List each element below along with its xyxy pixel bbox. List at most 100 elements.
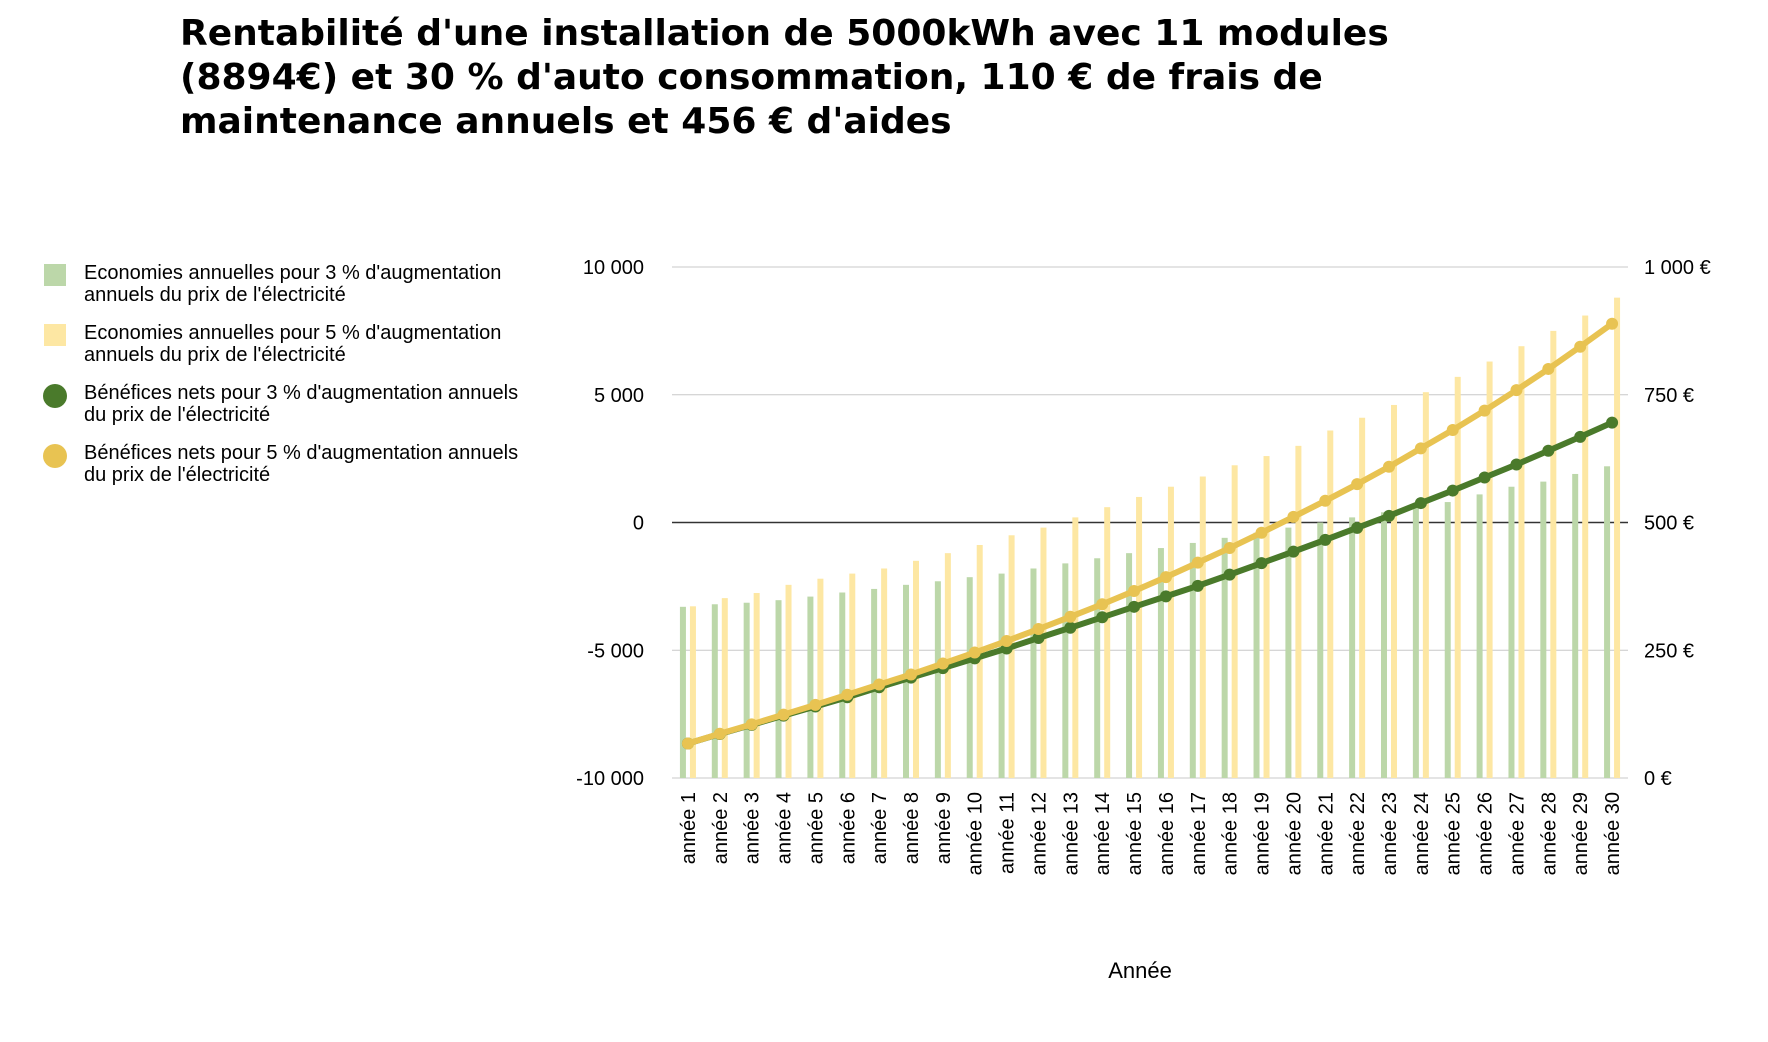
- bar: [1062, 563, 1069, 778]
- data-point: [1510, 384, 1523, 397]
- y-right-tick-label: 750 €: [1644, 385, 1694, 407]
- bar: [775, 600, 782, 778]
- x-tick-label: année 10: [965, 792, 987, 875]
- legend-label-profit-5pct: Bénéfices nets pour 5 % d'augmentation a…: [84, 442, 519, 486]
- legend-label-savings-3pct: Economies annuelles pour 3 % d'augmentat…: [84, 262, 502, 306]
- data-point: [1159, 590, 1172, 603]
- bar: [1295, 445, 1302, 778]
- x-tick-label: année 20: [1283, 792, 1305, 875]
- data-point: [1542, 362, 1555, 375]
- x-tick-label: année 24: [1411, 792, 1433, 875]
- x-tick-label: année 17: [1188, 792, 1210, 875]
- data-point: [841, 688, 854, 701]
- bar: [913, 560, 919, 778]
- data-point: [1478, 404, 1491, 417]
- bar: [1550, 330, 1557, 778]
- data-point: [1574, 430, 1587, 443]
- legend-swatch-savings-3pct: [44, 264, 66, 286]
- bar: [1391, 404, 1397, 778]
- data-point: [745, 718, 758, 731]
- bar: [1157, 548, 1164, 778]
- data-point: [1510, 458, 1523, 471]
- data-point: [1128, 584, 1141, 597]
- data-point: [1287, 545, 1300, 558]
- bar: [998, 573, 1005, 778]
- data-point: [777, 708, 790, 721]
- x-tick-label: année 11: [997, 792, 1019, 874]
- bar: [1444, 502, 1451, 778]
- x-tick-label: année 5: [805, 792, 827, 864]
- bar: [1167, 486, 1174, 778]
- data-point: [1223, 542, 1236, 555]
- bar: [753, 593, 760, 778]
- x-tick-label: année 18: [1220, 792, 1242, 875]
- bar: [849, 573, 856, 778]
- data-point: [681, 737, 694, 750]
- bar: [807, 596, 814, 778]
- data-point: [1223, 568, 1236, 581]
- legend-item-profit-5pct[interactable]: Bénéfices nets pour 5 % d'augmentation a…: [40, 442, 520, 486]
- bar: [1327, 430, 1334, 778]
- data-point: [1255, 557, 1268, 570]
- data-point: [1319, 494, 1332, 507]
- legend-swatch-profit-3pct: [43, 384, 67, 408]
- data-point: [1096, 611, 1109, 624]
- y-left-tick-label: -5 000: [587, 640, 644, 662]
- legend-label-profit-3pct: Bénéfices nets pour 3 % d'augmentation a…: [84, 382, 519, 426]
- x-tick-label: année 7: [869, 792, 891, 864]
- y-right-tick-label: 500 €: [1644, 513, 1694, 535]
- data-point: [1064, 610, 1077, 623]
- bar: [1072, 517, 1079, 778]
- data-point: [1542, 444, 1555, 457]
- bar: [1030, 568, 1037, 778]
- x-tick-label: année 4: [774, 792, 796, 864]
- legend-item-profit-3pct[interactable]: Bénéfices nets pour 3 % d'augmentation a…: [40, 382, 520, 426]
- bar: [1231, 465, 1238, 778]
- x-tick-label: année 8: [901, 792, 923, 864]
- y-left-tick-label: 0: [633, 513, 644, 535]
- data-point: [809, 698, 822, 711]
- bar: [1508, 486, 1515, 778]
- bar: [1221, 537, 1228, 778]
- y-left-tick-label: 5 000: [594, 385, 644, 407]
- bar: [1540, 481, 1547, 778]
- bar: [966, 577, 973, 778]
- data-point: [1064, 621, 1077, 634]
- x-tick-label: année 21: [1315, 792, 1337, 875]
- bar: [1094, 558, 1101, 778]
- data-point: [1159, 571, 1172, 584]
- bar: [1604, 466, 1611, 778]
- x-tick-label: année 13: [1060, 792, 1082, 875]
- data-point: [1478, 471, 1491, 484]
- x-tick-label: année 15: [1124, 792, 1146, 875]
- bar: [1486, 361, 1493, 778]
- x-tick-label: année 29: [1570, 792, 1592, 875]
- data-point: [936, 657, 949, 670]
- x-tick-label: année 28: [1538, 792, 1560, 875]
- data-point: [1191, 556, 1204, 569]
- bar: [1349, 517, 1356, 778]
- legend-item-savings-5pct[interactable]: Economies annuelles pour 5 % d'augmentat…: [40, 322, 520, 366]
- bar: [1572, 473, 1579, 778]
- bar: [1126, 553, 1133, 778]
- bar: [1422, 392, 1429, 778]
- x-tick-label: année 9: [933, 792, 955, 864]
- bar: [817, 578, 824, 778]
- x-tick-label: année 16: [1156, 792, 1178, 875]
- bar: [1199, 476, 1206, 778]
- data-point: [1032, 623, 1045, 636]
- bar: [1104, 507, 1111, 778]
- x-tick-label: année 22: [1347, 792, 1369, 875]
- bar: [1253, 532, 1260, 778]
- bar: [1614, 297, 1621, 778]
- series-line: [684, 320, 1616, 747]
- x-tick-label: année 23: [1379, 792, 1401, 875]
- bar: [881, 568, 888, 778]
- x-tick-label: année 12: [1028, 792, 1050, 875]
- data-point: [713, 727, 726, 740]
- x-tick-label: année 30: [1602, 792, 1624, 875]
- data-point: [1383, 509, 1395, 522]
- bar: [1040, 527, 1047, 778]
- x-tick-label: année 1: [678, 792, 700, 864]
- legend-item-savings-3pct[interactable]: Economies annuelles pour 3 % d'augmentat…: [40, 262, 520, 306]
